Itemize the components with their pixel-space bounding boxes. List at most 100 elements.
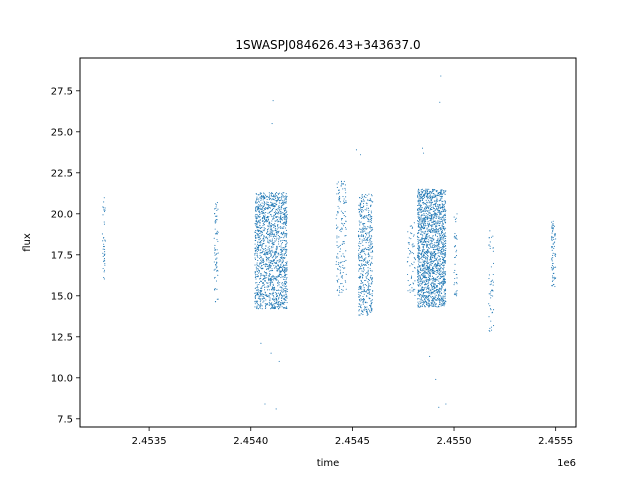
data-point: [426, 290, 428, 292]
data-point: [552, 227, 554, 229]
data-point: [260, 293, 262, 295]
data-point: [419, 194, 421, 196]
data-point: [425, 212, 427, 215]
data-point: [269, 223, 271, 225]
data-point: [283, 290, 285, 292]
data-point: [426, 230, 428, 232]
data-point: [436, 297, 439, 300]
data-point: [276, 230, 278, 232]
data-point: [444, 234, 446, 236]
data-point: [420, 226, 422, 228]
data-point: [427, 208, 429, 210]
data-point: [430, 259, 433, 261]
data-point: [553, 238, 555, 240]
data-point: [456, 238, 458, 240]
data-point: [360, 209, 362, 211]
data-point: [426, 253, 428, 255]
data-point: [261, 226, 263, 228]
data-point: [344, 280, 346, 282]
data-point: [255, 268, 257, 270]
data-point: [364, 305, 366, 307]
data-point: [342, 266, 344, 269]
data-point: [365, 291, 367, 293]
data-point: [261, 286, 263, 288]
data-point: [281, 296, 283, 298]
data-point: [269, 267, 271, 269]
data-point: [274, 194, 276, 196]
data-point: [439, 259, 441, 261]
data-point: [420, 216, 422, 218]
data-point: [421, 220, 423, 222]
data-point: [437, 252, 439, 254]
data-point: [432, 196, 434, 198]
data-point: [266, 277, 268, 279]
data-point: [430, 243, 432, 245]
data-point: [438, 230, 440, 232]
data-point: [423, 295, 425, 297]
data-point: [282, 250, 284, 252]
data-point: [438, 211, 440, 213]
data-point: [255, 200, 257, 202]
data-point: [214, 288, 216, 290]
data-point: [279, 306, 281, 308]
data-point: [270, 278, 272, 280]
data-point: [431, 251, 433, 253]
data-point: [433, 208, 436, 210]
y-tick-label: 7.5: [57, 414, 73, 425]
data-point: [272, 246, 274, 248]
data-point: [490, 266, 492, 268]
data-point: [215, 258, 217, 260]
data-point: [367, 292, 369, 294]
data-point: [425, 272, 427, 274]
data-point: [274, 240, 276, 242]
data-point: [428, 188, 430, 190]
data-point: [367, 274, 369, 276]
data-point: [367, 272, 369, 274]
data-point: [260, 234, 263, 236]
data-point: [436, 291, 438, 293]
data-point: [423, 282, 425, 284]
data-point: [553, 247, 555, 249]
data-point: [360, 268, 362, 270]
data-point: [341, 183, 343, 185]
data-point: [417, 284, 419, 286]
data-point: [269, 211, 271, 213]
data-point: [363, 217, 365, 219]
data-point: [267, 208, 269, 210]
data-point: [365, 310, 367, 312]
data-point: [366, 234, 368, 236]
data-point: [435, 269, 437, 271]
data-point: [343, 200, 345, 202]
data-point: [453, 271, 455, 274]
data-point: [429, 218, 431, 220]
data-point: [553, 277, 555, 279]
data-point: [255, 286, 257, 288]
data-point: [285, 216, 287, 218]
data-point: [426, 192, 428, 194]
data-point: [431, 237, 433, 240]
data-point: [422, 243, 424, 245]
data-point: [437, 275, 439, 277]
data-point: [428, 303, 431, 305]
data-point: [215, 280, 218, 282]
data-point: [436, 235, 438, 238]
data-point: [345, 250, 347, 252]
data-point: [444, 282, 446, 284]
data-point: [283, 226, 285, 228]
data-point: [432, 271, 434, 273]
y-tick-label: 10.0: [51, 373, 73, 384]
data-point: [422, 296, 424, 298]
data-point: [419, 219, 421, 221]
data-point: [364, 236, 367, 238]
data-point: [213, 237, 215, 239]
data-point: [281, 257, 283, 259]
data-point: [257, 249, 260, 251]
data-point: [273, 212, 275, 214]
data-point: [422, 202, 424, 204]
data-point: [370, 199, 372, 201]
data-point: [426, 188, 428, 190]
data-point: [273, 299, 275, 301]
data-point: [435, 291, 437, 293]
data-point: [372, 290, 374, 292]
data-point: [367, 211, 370, 214]
